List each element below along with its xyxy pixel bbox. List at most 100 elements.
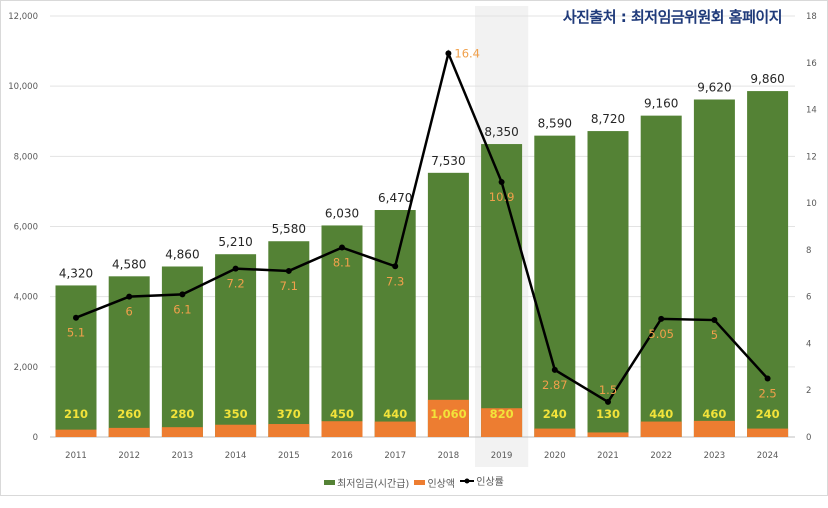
rate-data-label: 5.1 [67,326,85,340]
rate-data-label: 7.1 [280,279,298,293]
bar-wage [321,225,363,437]
rate-data-label: 7.3 [386,274,404,288]
rate-data-label: 5.05 [648,327,674,341]
rate-point [126,293,133,300]
source-note: 사진출처 : 최저임금위원회 홈페이지 [562,8,783,26]
increase-data-label: 370 [277,407,301,421]
rate-data-label: 2.5 [758,387,776,401]
rate-data-label: 5 [711,328,718,342]
rate-data-label: 6.1 [173,302,191,316]
increase-data-label: 440 [649,407,673,421]
legend-item-increase: 인상액 [414,475,455,490]
y-left-tick-label: 8,000 [14,152,38,162]
rate-data-label: 7.2 [226,277,244,291]
bar-increase [747,428,789,437]
bar-wage [640,115,682,438]
y-right-tick-label: 18 [806,12,817,22]
bar-wage [374,210,416,437]
rate-line [75,49,769,404]
wage-data-label: 4,320 [59,266,93,280]
x-tick-label: 2022 [650,451,672,461]
bar-wage [587,131,629,437]
rate-data-label: 10.9 [489,190,515,204]
rate-point [551,366,558,373]
rate-data-label: 1.5 [599,383,617,397]
x-tick-label: 2012 [118,451,140,461]
rate-point [232,265,239,272]
rate-data-label: 2.87 [542,378,568,392]
wage-data-label: 6,030 [325,206,359,220]
x-tick-label: 2015 [278,451,300,461]
bar-increase [534,428,576,437]
y-right-tick-label: 16 [806,59,817,69]
bar-wage [481,144,523,437]
x-tick-label: 2019 [491,451,513,461]
bar-increase [268,424,310,437]
bar-increase [427,399,469,437]
legend-line-marker-icon [460,478,475,483]
wage-data-label: 9,860 [750,72,784,86]
bar-wage [747,91,789,437]
rate-data-label: 8.1 [333,256,351,270]
bar-wage [55,285,97,437]
bar-increase [481,408,523,437]
increase-data-label: 240 [756,407,780,421]
x-tick-label: 2013 [172,451,194,461]
increase-data-label: 460 [702,407,726,421]
legend-item-rate: 인상률 [460,473,504,488]
x-tick-label: 2011 [65,451,87,461]
y-right-tick-label: 2 [806,386,811,396]
wage-data-label: 4,580 [112,257,146,271]
rate-point [339,244,345,251]
y-left-tick-label: 6,000 [14,223,38,233]
y-left-tick-label: 10,000 [8,82,38,92]
rate-point [285,267,292,274]
increase-data-label: 130 [596,407,620,421]
bar-wage [427,172,469,437]
increase-data-label: 350 [224,407,248,421]
x-tick-label: 2018 [438,451,460,461]
bar-wage [534,135,576,438]
legend-swatch-green [324,479,336,485]
rate-point [764,375,771,382]
increase-data-label: 240 [543,407,567,421]
increase-data-label: 260 [117,407,141,421]
increase-data-label: 820 [490,407,514,421]
bar-increase [215,424,257,437]
increase-data-label: 1,060 [430,407,466,421]
wage-data-label: 9,160 [644,97,678,111]
rate-point [392,263,399,270]
y-left-tick-label: 12,000 [8,12,38,22]
y-right-tick-label: 0 [806,433,811,443]
bar-increase [321,421,363,437]
wage-data-label: 7,530 [431,154,465,168]
bar-increase [108,427,150,437]
wage-data-label: 4,860 [165,247,199,261]
bar-wage [215,254,257,437]
bar-increase [55,429,97,437]
rate-point [605,398,611,405]
rate-point [445,50,452,57]
bar-increase [587,432,629,437]
wage-data-label: 8,720 [591,112,625,126]
legend-item-wage: 최저임금(시간급) [324,475,409,490]
wage-data-label: 5,580 [272,222,306,236]
bar-increase [161,427,203,437]
x-tick-label: 2016 [331,451,353,461]
bar-increase [640,421,682,437]
y-left-tick-label: 0 [33,433,38,443]
wage-data-label: 6,470 [378,191,412,205]
wage-data-label: 8,590 [538,117,572,131]
rate-data-label: 16.4 [454,46,480,60]
wage-data-label: 8,350 [484,125,518,139]
legend-label-rate: 인상률 [476,477,504,488]
increase-data-label: 280 [170,407,194,421]
y-right-tick-label: 10 [806,199,817,209]
increase-data-label: 450 [330,407,354,421]
y-right-tick-label: 14 [806,106,817,116]
x-tick-label: 2020 [544,451,566,461]
rate-point [658,315,665,322]
increase-data-label: 440 [383,407,407,421]
legend-label-wage: 최저임금(시간급) [337,478,410,490]
x-tick-label: 2021 [597,451,619,461]
